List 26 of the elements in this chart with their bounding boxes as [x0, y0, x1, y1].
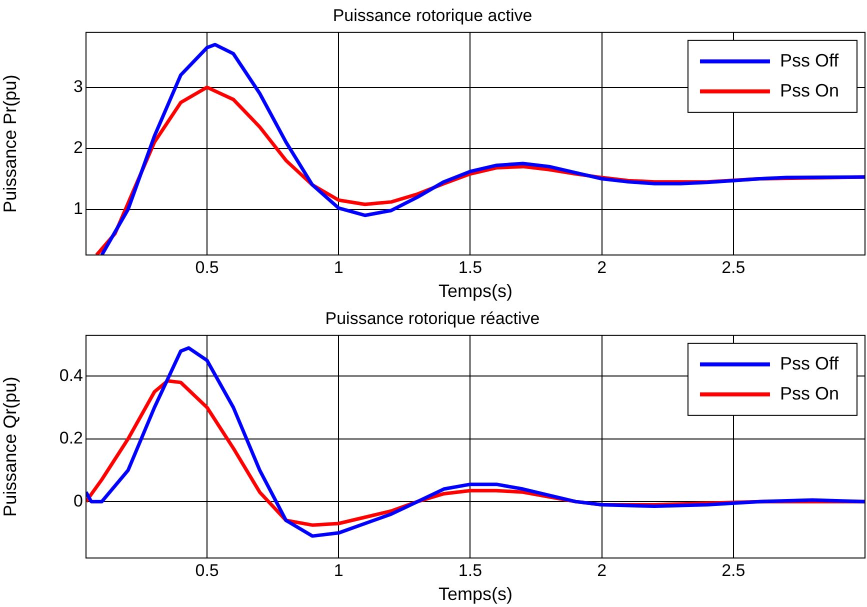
x-axis-title: Temps(s): [438, 281, 513, 302]
y-tick-label: 0.2: [59, 428, 83, 448]
chart-title: Puissance rotorique réactive: [325, 308, 540, 328]
x-axis-title: Temps(s): [438, 584, 513, 604]
y-tick-label: 0.4: [59, 366, 83, 385]
legend-label: Pss On: [780, 80, 840, 100]
chart-title: Puissance rotorique active: [332, 6, 532, 25]
y-tick-label: 0: [74, 491, 83, 510]
x-tick-label: 1: [334, 560, 344, 580]
x-tick-label: 1.5: [458, 258, 482, 277]
x-tick-label: 0.5: [195, 258, 219, 277]
y-tick-label: 1: [74, 198, 83, 218]
legend-label: Pss Off: [780, 50, 840, 70]
legend-label: Pss On: [780, 383, 840, 404]
x-tick-label: 2.5: [722, 560, 746, 580]
x-tick-label: 0.5: [195, 560, 219, 580]
x-tick-label: 1.5: [458, 560, 482, 580]
x-tick-label: 2: [597, 258, 607, 277]
x-tick-label: 2: [597, 560, 607, 580]
legend-label: Pss Off: [780, 353, 840, 374]
y-axis-title: Puissance Qr(pu): [0, 376, 20, 517]
y-axis-title: Puissance Pr(pu): [0, 74, 20, 213]
y-tick-label: 3: [74, 76, 83, 96]
x-tick-label: 1: [334, 258, 344, 277]
y-tick-label: 2: [74, 138, 83, 157]
x-tick-label: 2.5: [722, 258, 746, 277]
